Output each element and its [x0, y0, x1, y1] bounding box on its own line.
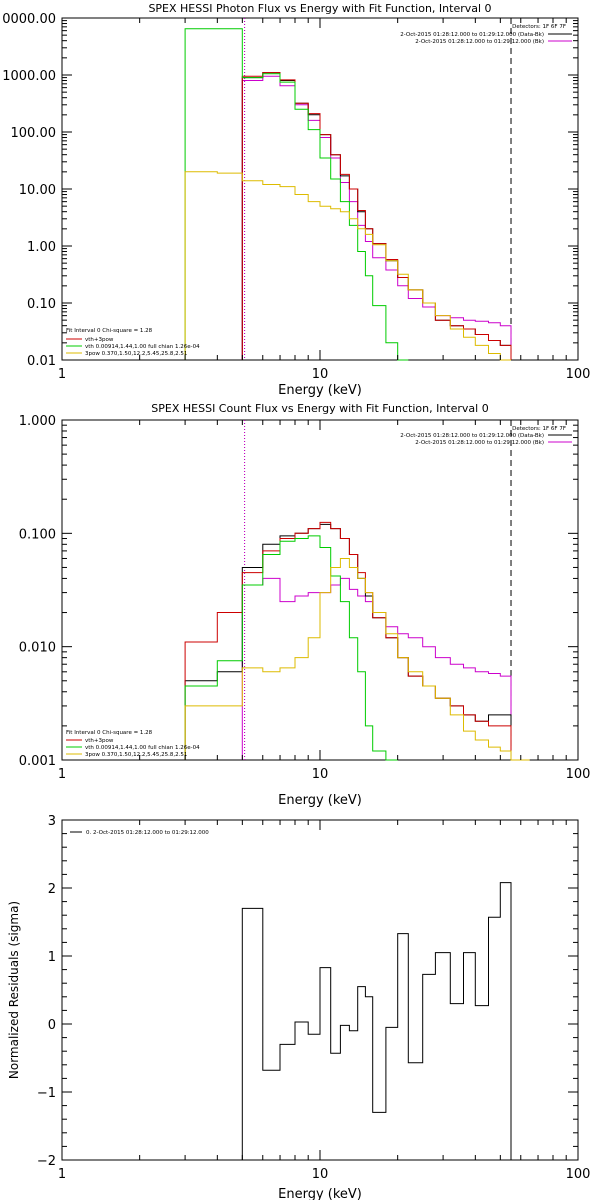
count-flux-legend-top-right: Detectors: 1F 6F 7F 2-Oct-2015 01:28:12.… — [400, 426, 572, 446]
legend-header: Detectors: 1F 6F 7F — [512, 24, 566, 30]
legend-fit-header: Fit Interval 0 Chi-square = 1.28 — [66, 328, 153, 334]
y-tick-label: 3 — [48, 814, 56, 829]
x-tick-label: 1 — [58, 767, 66, 782]
count-flux-plot-frame — [61, 419, 579, 761]
x-tick-label: 10 — [312, 1167, 329, 1182]
photon-flux-xlabel: Energy (keV) — [278, 383, 362, 398]
legend-entry-bk: 2-Oct-2015 01:28:12.000 to 01:29:12.000 … — [415, 39, 544, 45]
photon-flux-series-1 — [241, 72, 512, 360]
count-flux-xlabel: Energy (keV) — [278, 793, 362, 808]
y-tick-label: 0 — [48, 1018, 56, 1033]
count-flux-series-4 — [184, 558, 530, 761]
legend-entry-data-bk: 2-Oct-2015 01:28:12.000 to 01:29:12.000 … — [400, 433, 544, 439]
photon-flux-panel: SPEX HESSI Photon Flux vs Energy with Fi… — [2, 2, 590, 398]
count-flux-panel: SPEX HESSI Count Flux vs Energy with Fit… — [19, 402, 591, 808]
x-tick-label: 100 — [566, 1167, 591, 1182]
legend-entry-interval-0: 0. 2-Oct-2015 01:28:12.000 to 01:29:12.0… — [86, 830, 209, 836]
legend-entry-bk: 2-Oct-2015 01:28:12.000 to 01:29:12.000 … — [415, 440, 544, 446]
y-tick-label: 1000.00 — [2, 69, 56, 84]
count-flux-series-1 — [184, 523, 512, 760]
legend-fit-header: Fit Interval 0 Chi-square = 1.28 — [66, 730, 153, 736]
x-tick-label: 1 — [58, 1167, 66, 1182]
residuals-ylabel: Normalized Residuals (sigma) — [7, 901, 21, 1079]
y-tick-label: 0.100 — [19, 527, 56, 542]
y-tick-label: −1 — [37, 1086, 56, 1101]
photon-flux-title: SPEX HESSI Photon Flux vs Energy with Fi… — [148, 2, 491, 15]
x-tick-label: 10 — [312, 767, 329, 782]
residuals-xlabel: Energy (keV) — [278, 1187, 362, 1200]
count-flux-title: SPEX HESSI Count Flux vs Energy with Fit… — [151, 402, 488, 415]
y-tick-label: 0.010 — [19, 641, 56, 656]
legend-entry-vth: vth 0.00914,1.44,1.00 full chian 1.26e-0… — [85, 745, 200, 751]
y-tick-label: −2 — [37, 1154, 56, 1169]
photon-flux-series-4 — [184, 171, 511, 361]
y-tick-label: 0000.00 — [2, 12, 56, 27]
y-tick-label: 0.10 — [27, 297, 56, 312]
y-tick-label: 10.00 — [19, 183, 56, 198]
x-tick-label: 100 — [566, 767, 591, 782]
legend-entry-vth3pow: vth+3pow — [85, 337, 114, 343]
residuals-series-0 — [241, 882, 512, 1160]
count-flux-series-3 — [184, 535, 398, 761]
legend-entry-3pow: 3pow 0.370,1.50,12.2,5.45,25.8,2.51 — [85, 351, 187, 357]
y-tick-label: 1 — [48, 950, 56, 965]
photon-flux-legend-top-right: Detectors: 1F 6F 7F 2-Oct-2015 01:28:12.… — [400, 24, 572, 45]
photon-flux-plot-frame — [61, 17, 579, 361]
residuals-panel: 1 10 100 −2 −1 0 1 2 3 Energy (keV) Normalized R… — [7, 814, 591, 1202]
photon-flux-series-0 — [241, 75, 512, 360]
photon-flux-series-3 — [184, 28, 409, 361]
y-tick-label: 2 — [48, 882, 56, 897]
x-tick-label: 1 — [58, 367, 66, 382]
y-tick-label: 1.000 — [19, 414, 56, 429]
legend-entry-3pow: 3pow 0.370,1.50,12.2,5.45,25.8,2.51 — [85, 752, 187, 758]
legend-header: Detectors: 1F 6F 7F — [512, 426, 566, 432]
legend-entry-vth: vth 0.00914,1.44,1.00 full chian 1.26e-0… — [85, 344, 200, 350]
x-tick-label: 100 — [566, 367, 591, 382]
legend-entry-vth3pow: vth+3pow — [85, 738, 114, 744]
legend-entry-data-bk: 2-Oct-2015 01:28:12.000 to 01:29:12.000 … — [400, 32, 544, 38]
y-tick-label: 100.00 — [11, 126, 57, 141]
y-tick-label: 0.001 — [19, 754, 56, 769]
photon-flux-legend-bottom-left: Fit Interval 0 Chi-square = 1.28 vth+3po… — [66, 328, 200, 357]
count-flux-series-0 — [241, 577, 512, 760]
x-tick-label: 10 — [312, 367, 329, 382]
photon-flux-series-2 — [241, 72, 512, 360]
residuals-legend: 0. 2-Oct-2015 01:28:12.000 to 01:29:12.0… — [70, 830, 209, 836]
y-tick-label: 1.00 — [27, 240, 56, 255]
count-flux-legend-bottom-left: Fit Interval 0 Chi-square = 1.28 vth+3po… — [66, 730, 200, 758]
y-tick-label: 0.01 — [27, 354, 56, 369]
